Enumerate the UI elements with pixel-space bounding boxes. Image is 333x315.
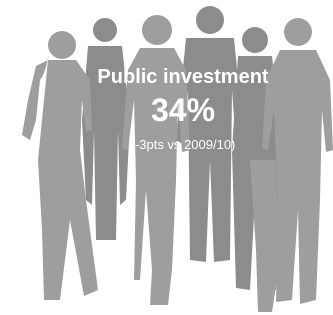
silhouettes-front — [22, 15, 333, 312]
page: Public investment 34% (-3pts vs 2009/10)… — [0, 0, 333, 315]
note: (-3pts vs 2009/10) — [131, 137, 236, 152]
value: 34% — [151, 92, 215, 128]
title: Public investment — [97, 66, 268, 88]
infographic: Public investment 34% (-3pts vs 2009/10) — [0, 0, 333, 315]
